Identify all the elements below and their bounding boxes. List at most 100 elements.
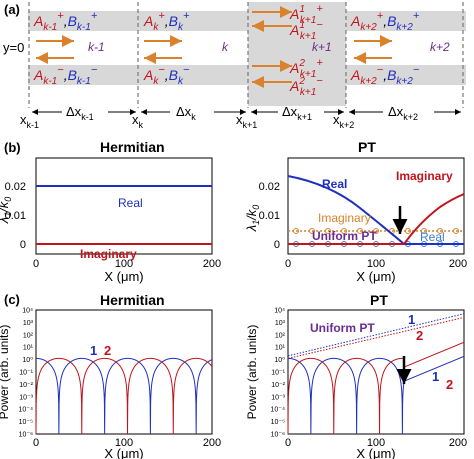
plot-frame — [287, 309, 465, 435]
amp-A-k-minus: Ak−,Bk− — [143, 64, 190, 87]
ytick: 10⁻⁴ — [19, 407, 34, 414]
xtick: 100 — [115, 437, 133, 449]
xtick: 100 — [367, 258, 385, 270]
xtick: 100 — [367, 437, 385, 449]
panel-c-hermitian-plot: Hermitian 10⁻⁶ 10⁻⁵ 10⁻⁴ 10⁻³ 10⁻² 10⁻¹ 10⁰ 10¹… — [19, 292, 222, 459]
ytick: 10¹ — [275, 345, 286, 352]
x-tick-labels: 0 100 200 — [33, 437, 221, 449]
ytick: 10⁻⁶ — [19, 432, 33, 439]
real-label: Real — [118, 196, 143, 210]
imaginary-label: Imaginary — [396, 169, 453, 183]
x-k+1: xk+1 — [236, 112, 257, 130]
panel-c-pt-plot: PT Power (arb. units) 10⁻⁶ 10⁻⁵ 10⁻⁴ 10⁻³ 10… — [245, 292, 467, 459]
ytick: 0.02 — [259, 181, 280, 193]
uniform-mode-2-label: 2 — [416, 328, 423, 343]
panel-b-pt-plot: PT λ1/k0 0 0.01 0.02 — [244, 139, 467, 284]
imaginary-label: Imaginary — [80, 247, 137, 261]
ytick: 10⁻¹ — [19, 370, 33, 377]
ytick: 10⁰ — [22, 356, 33, 364]
amp-A1-k+1-minus: A1 k+1− — [289, 19, 323, 42]
delta-x-labels: Δxk-1 Δxk Δxk+1 Δxk+2 — [66, 104, 418, 122]
x-position-labels: xk-1 xk xk+1 xk+2 — [20, 112, 354, 130]
x-axis-label: X (μm) — [104, 446, 143, 459]
uniform-mode-1-curve — [287, 313, 465, 357]
xtick: 200 — [449, 258, 467, 270]
xtick: 0 — [285, 258, 291, 270]
y-axis-label: λ1/k0 — [244, 205, 261, 233]
uniform-pt-label: Uniform PT — [310, 321, 375, 335]
x-k+2: xk+2 — [333, 112, 354, 130]
dx-k: Δxk — [176, 104, 196, 122]
amp-A2-k+1-plus: A2 k+1+ — [289, 57, 323, 80]
ytick: 0 — [20, 239, 26, 251]
ytick: 10⁻⁵ — [271, 419, 285, 426]
section-label-k+1: k+1 — [312, 40, 332, 54]
section-label-k: k — [222, 40, 229, 54]
ytick: 10⁻³ — [19, 394, 33, 401]
mode-2-curve — [287, 341, 465, 435]
uniform-pt-label: Uniform PT — [312, 229, 377, 243]
y-axis-label-left: Power (arb. units) — [0, 325, 11, 420]
section-label-k-1: k-1 — [88, 40, 105, 54]
ytick: 10² — [275, 332, 286, 339]
plot-title: Hermitian — [100, 292, 165, 308]
plot-title: Hermitian — [100, 139, 165, 155]
dx-k+2: Δxk+2 — [388, 104, 418, 122]
xtick: 0 — [33, 258, 39, 270]
plot-title: PT — [370, 292, 388, 308]
ytick: 10⁻² — [271, 382, 285, 389]
dx-k+1: Δxk+1 — [282, 104, 312, 122]
x-axis-label: X (μm) — [356, 269, 395, 284]
section-k: Ak+,Bk+ k Ak−,Bk− — [143, 10, 229, 87]
real-label: Real — [322, 177, 347, 191]
ytick: 10¹ — [23, 345, 34, 352]
amp-A-k-plus: Ak+,Bk+ — [143, 10, 190, 33]
ytick: 0.01 — [259, 210, 280, 222]
real-curve — [287, 175, 464, 245]
mode-2-label: 2 — [104, 343, 111, 358]
ytick: 10⁻⁴ — [271, 407, 286, 414]
ytick: 10⁴ — [274, 308, 285, 315]
ytick: 10⁻³ — [271, 394, 285, 401]
y-tick-labels: 0 0.01 0.02 — [259, 181, 280, 251]
amp-A1-k+1-plus: A1 k+1+ — [289, 3, 323, 26]
x-tick-labels: 0 100 200 — [33, 258, 221, 270]
ytick: 0.01 — [5, 210, 26, 222]
y-axis-label-left-b: λ1/k0 — [0, 197, 13, 225]
mode-1-curve — [36, 357, 213, 435]
xtick: 100 — [115, 258, 133, 270]
panel-a-label: (a) — [4, 2, 20, 17]
xtick: 200 — [203, 437, 221, 449]
plot-frame — [35, 157, 213, 255]
ytick: 10⁻² — [19, 382, 33, 389]
amp-A-k+2-plus: Ak+2+,Bk+2+ — [350, 10, 420, 33]
ytick: 10⁻¹ — [271, 370, 285, 377]
x-axis-label: X (μm) — [104, 269, 143, 284]
xtick: 0 — [33, 437, 39, 449]
panel-c-label: (c) — [4, 292, 20, 307]
uniform-mode-1-label: 1 — [408, 312, 415, 327]
section-label-k+2: k+2 — [430, 40, 450, 54]
section-k-minus-1: Ak-1+,Bk-1+ k-1 Ak-1−,Bk-1− — [33, 10, 105, 87]
panel-c: (c) Hermitian 10⁻⁶10⁻⁵10⁻⁴10⁻³10⁻²10⁻¹10… — [0, 292, 467, 459]
amp-A-k-1-minus: Ak-1−,Bk-1− — [33, 64, 98, 87]
amp-A-k+2-minus: Ak+2−,Bk+2− — [350, 64, 420, 87]
panel-b-label: (b) — [4, 140, 21, 155]
ytick: 10⁻⁵ — [19, 419, 33, 426]
ytick: 10⁻⁶ — [271, 432, 285, 439]
y-axis-label: Power (arb. units) — [245, 325, 259, 420]
ytick: 0 — [274, 239, 280, 251]
uniform-real-label: Real — [420, 230, 445, 244]
ytick: 0.02 — [5, 181, 26, 193]
imaginary-curve — [288, 193, 465, 245]
section-k-plus-2: Ak+2+,Bk+2+ k+2 Ak+2−,Bk+2− — [350, 10, 450, 87]
pt-section-band — [248, 2, 346, 106]
ytick: 10³ — [275, 320, 286, 327]
y-tick-labels: 0 0.01 0.02 — [5, 181, 26, 251]
mode-1-label: 1 — [90, 343, 97, 358]
x-tick-labels: 0 100 200 — [285, 258, 467, 270]
xtick: 200 — [203, 258, 221, 270]
ytick: 10⁰ — [274, 356, 285, 364]
x-axis-label: X (μm) — [356, 446, 395, 459]
